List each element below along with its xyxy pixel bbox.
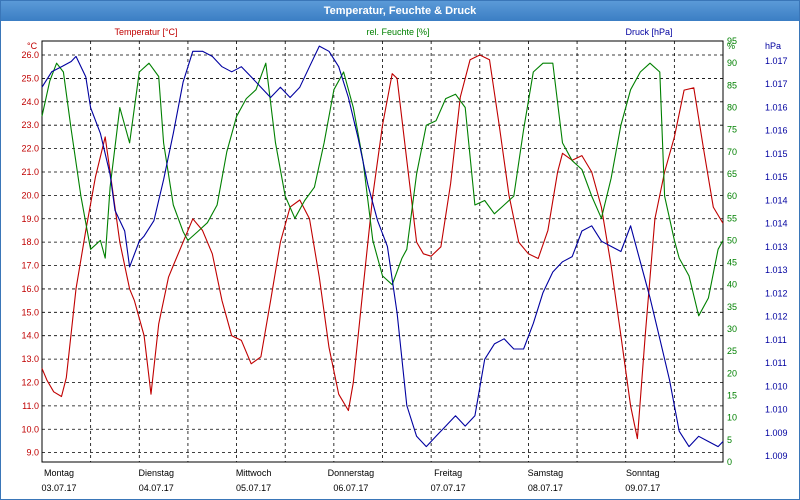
pressure-axis-title: Druck [hPa]: [625, 27, 672, 37]
temperature-tick-label: 14.0: [21, 331, 39, 341]
axis-tick-labels: 9.0 10.0 11.0 12.0 13.0 14.0 15.0 16.0 17.0 18.0 1…: [21, 27, 787, 493]
temperature-tick-label: 24.0: [21, 97, 39, 107]
pressure-tick-label: 1.017: [765, 56, 788, 66]
day-date-label: 05.07.17: [236, 483, 271, 493]
temperature-tick-label: 26.0: [21, 50, 39, 60]
pressure-tick-label: 1.010: [765, 405, 788, 415]
temperature-tick-label: 10.0: [21, 424, 39, 434]
pressure-tick-label: 1.016: [765, 102, 788, 112]
day-name-label: Dienstag: [139, 468, 175, 478]
humidity-tick-label: 25: [727, 346, 737, 356]
day-date-label: 07.07.17: [431, 483, 466, 493]
pressure-unit-label: hPa: [765, 41, 781, 51]
pressure-tick-label: 1.013: [765, 265, 788, 275]
humidity-tick-label: 50: [727, 235, 737, 245]
humidity-tick-label: 40: [727, 280, 737, 290]
pressure-tick-label: 1.015: [765, 172, 788, 182]
day-date-label: 06.07.17: [333, 483, 368, 493]
pressure-tick-label: 1.009: [765, 428, 788, 438]
humidity-tick-label: 30: [727, 324, 737, 334]
temperature-series-line: [41, 54, 724, 440]
humidity-series-line: [41, 62, 724, 317]
pressure-tick-label: 1.012: [765, 288, 788, 298]
humidity-tick-label: 35: [727, 302, 737, 312]
pressure-tick-label: 1.017: [765, 79, 788, 89]
temperature-tick-label: 25.0: [21, 73, 39, 83]
pressure-tick-label: 1.015: [765, 149, 788, 159]
day-name-label: Mittwoch: [236, 468, 272, 478]
humidity-tick-label: 90: [727, 58, 737, 68]
chart-axes: [41, 40, 724, 463]
humidity-tick-label: 45: [727, 258, 737, 268]
series-lines: [41, 45, 724, 448]
day-date-label: 03.07.17: [41, 483, 76, 493]
humidity-tick-label: 95: [727, 36, 737, 46]
day-date-label: 04.07.17: [139, 483, 174, 493]
temperature-tick-label: 13.0: [21, 354, 39, 364]
temperature-tick-label: 17.0: [21, 261, 39, 271]
day-date-label: 09.07.17: [625, 483, 660, 493]
window-title: Temperatur, Feuchte & Druck: [1, 1, 799, 21]
pressure-tick-label: 1.013: [765, 242, 788, 252]
humidity-tick-label: 0: [727, 457, 732, 467]
humidity-tick-label: 20: [727, 368, 737, 378]
humidity-unit-label: %: [727, 41, 735, 51]
humidity-tick-label: 10: [727, 413, 737, 423]
day-name-label: Freitag: [434, 468, 462, 478]
plot-frame: [41, 40, 724, 463]
pressure-tick-label: 1.012: [765, 312, 788, 322]
pressure-series-line: [41, 45, 724, 448]
humidity-tick-label: 5: [727, 435, 732, 445]
temperature-tick-label: 18.0: [21, 237, 39, 247]
day-date-label: 08.07.17: [528, 483, 563, 493]
humidity-tick-label: 70: [727, 147, 737, 157]
pressure-tick-label: 1.014: [765, 195, 788, 205]
pressure-tick-label: 1.014: [765, 219, 788, 229]
humidity-tick-label: 55: [727, 213, 737, 223]
temperature-axis-title: Temperatur [°C]: [114, 27, 177, 37]
pressure-tick-label: 1.011: [765, 335, 787, 345]
humidity-tick-label: 85: [727, 80, 737, 90]
humidity-tick-label: 80: [727, 102, 737, 112]
pressure-tick-label: 1.016: [765, 126, 788, 136]
humidity-tick-label: 15: [727, 391, 737, 401]
temperature-tick-label: 23.0: [21, 120, 39, 130]
temperature-tick-label: 16.0: [21, 284, 39, 294]
grid-lines: [42, 41, 723, 462]
pressure-tick-label: 1.009: [765, 451, 788, 461]
humidity-axis-title: rel. Feuchte [%]: [366, 27, 429, 37]
day-name-label: Montag: [44, 468, 74, 478]
temperature-tick-label: 21.0: [21, 167, 39, 177]
humidity-tick-label: 60: [727, 191, 737, 201]
temperature-tick-label: 19.0: [21, 214, 39, 224]
temperature-tick-label: 22.0: [21, 144, 39, 154]
temperature-tick-label: 9.0: [26, 448, 39, 458]
temperature-tick-label: 20.0: [21, 190, 39, 200]
day-name-label: Donnerstag: [328, 468, 375, 478]
pressure-tick-label: 1.010: [765, 381, 788, 391]
temperature-tick-label: 15.0: [21, 307, 39, 317]
humidity-tick-label: 65: [727, 169, 737, 179]
temperature-unit-label: °C: [27, 41, 38, 51]
day-name-label: Sonntag: [626, 468, 660, 478]
temperature-tick-label: 12.0: [21, 377, 39, 387]
temperature-tick-label: 11.0: [22, 401, 39, 411]
humidity-tick-label: 75: [727, 125, 737, 135]
day-name-label: Samstag: [528, 468, 564, 478]
pressure-tick-label: 1.011: [765, 358, 787, 368]
